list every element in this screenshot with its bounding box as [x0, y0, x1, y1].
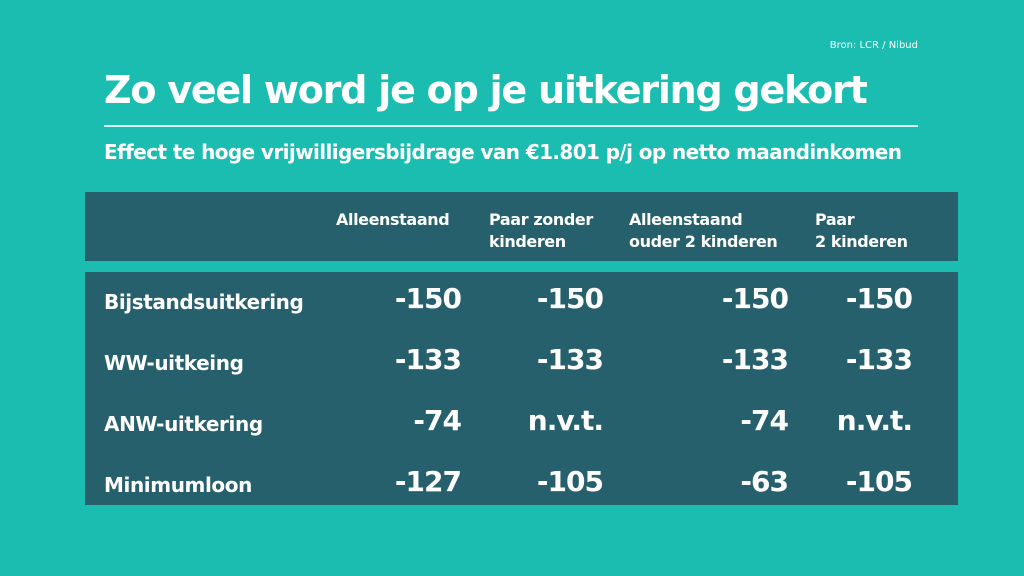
table-cell: n.v.t.: [527, 404, 604, 437]
table-cell: -150: [845, 282, 913, 315]
table-header: Alleenstaand Paar zonder kinderen Alleens…: [85, 192, 958, 261]
table-cell: -105: [845, 465, 913, 498]
column-header-line: Alleenstaand: [629, 210, 743, 229]
column-header: Paar zonder kinderen: [489, 209, 593, 253]
table-row: Minimumloon -127 -105 -63 -105: [85, 465, 958, 505]
page-title: Zo veel word je op je uitkering gekort: [104, 68, 868, 112]
column-header-line: Paar: [815, 210, 855, 229]
row-label: WW-uitkeing: [104, 351, 244, 375]
table-cell: -133: [536, 343, 604, 376]
table-row: ANW-uitkering -74 n.v.t. -74 n.v.t.: [85, 404, 958, 444]
table-cell: -150: [721, 282, 789, 315]
column-header-line: kinderen: [489, 232, 566, 251]
table-cell: -150: [536, 282, 604, 315]
column-header-line: Alleenstaand: [336, 210, 450, 229]
table-cell: -133: [394, 343, 462, 376]
column-header-line: Paar zonder: [489, 210, 593, 229]
table-cell: -74: [413, 404, 462, 437]
column-header-line: 2 kinderen: [815, 232, 908, 251]
table-cell: -133: [845, 343, 913, 376]
table-cell: -150: [394, 282, 462, 315]
column-header: Paar 2 kinderen: [815, 209, 908, 253]
column-header: Alleenstaand: [336, 209, 450, 231]
subtitle: Effect te hoge vrijwilligersbijdrage van…: [104, 140, 902, 164]
column-header-line: ouder 2 kinderen: [629, 232, 778, 251]
table-cell: -105: [536, 465, 604, 498]
table-cell: -127: [394, 465, 462, 498]
table-cell: -133: [721, 343, 789, 376]
column-header: Alleenstaand ouder 2 kinderen: [629, 209, 778, 253]
row-label: ANW-uitkering: [104, 412, 263, 436]
divider: [104, 125, 918, 127]
row-label: Minimumloon: [104, 473, 252, 497]
table-cell: -63: [740, 465, 789, 498]
source-note: Bron: LCR / Nibud: [829, 40, 918, 51]
table-row: Bijstandsuitkering -150 -150 -150 -150: [85, 282, 958, 322]
table-row: WW-uitkeing -133 -133 -133 -133: [85, 343, 958, 383]
table-body: Bijstandsuitkering -150 -150 -150 -150 WW-uit…: [85, 272, 958, 505]
table-cell: -74: [740, 404, 789, 437]
table-cell: n.v.t.: [836, 404, 913, 437]
row-label: Bijstandsuitkering: [104, 290, 304, 314]
